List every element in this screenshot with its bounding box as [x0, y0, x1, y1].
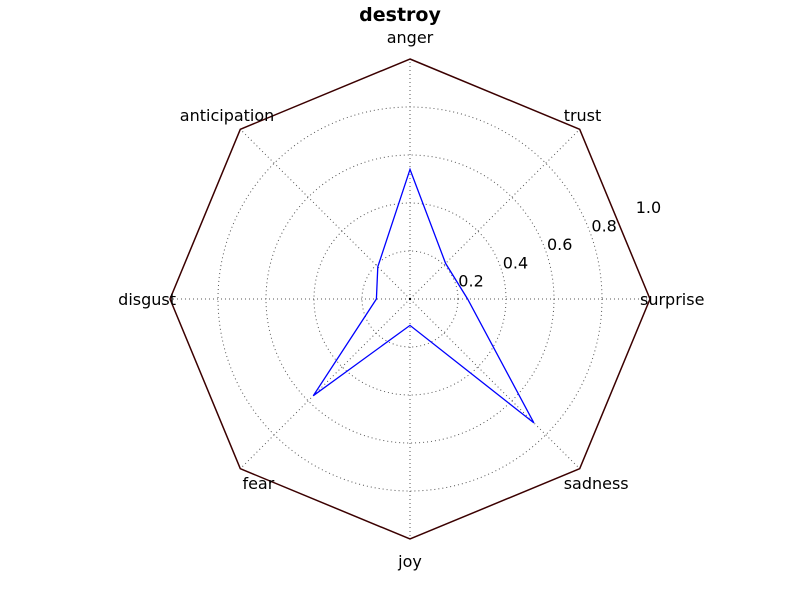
axis-labels: anger trust surprise sadness joy fear disgust a…: [118, 28, 704, 571]
tick-label-0: 0.2: [458, 272, 483, 291]
axis-label-trust: trust: [564, 106, 602, 125]
radar-series: [312, 167, 535, 424]
tick-label-2: 0.6: [547, 235, 572, 254]
axis-label-surprise: surprise: [640, 290, 704, 309]
chart-title: destroy: [359, 4, 441, 26]
grid-spoke-trust: [409, 128, 581, 300]
tick-label-3: 0.8: [591, 217, 616, 236]
series-line-0: [312, 167, 535, 424]
grid-spoke-fear: [239, 298, 411, 470]
grid-spoke-anticipation: [239, 128, 411, 300]
outer-frame: [169, 58, 651, 540]
tick-label-4: 1.0: [636, 198, 661, 217]
tick-label-1: 0.4: [503, 253, 528, 272]
radar-frame: [169, 58, 651, 540]
axis-label-anticipation: anticipation: [180, 106, 275, 125]
axis-label-fear: fear: [242, 474, 274, 493]
axis-label-sadness: sadness: [564, 474, 629, 493]
radar-grid: [170, 59, 650, 539]
axis-label-joy: joy: [397, 552, 422, 571]
radial-tick-labels: 0.2 0.4 0.6 0.8 1.0: [458, 198, 661, 290]
center-dot: [408, 297, 412, 301]
grid-spoke-sadness: [409, 298, 581, 470]
axis-label-anger: anger: [387, 28, 434, 47]
axis-label-disgust: disgust: [118, 290, 176, 309]
